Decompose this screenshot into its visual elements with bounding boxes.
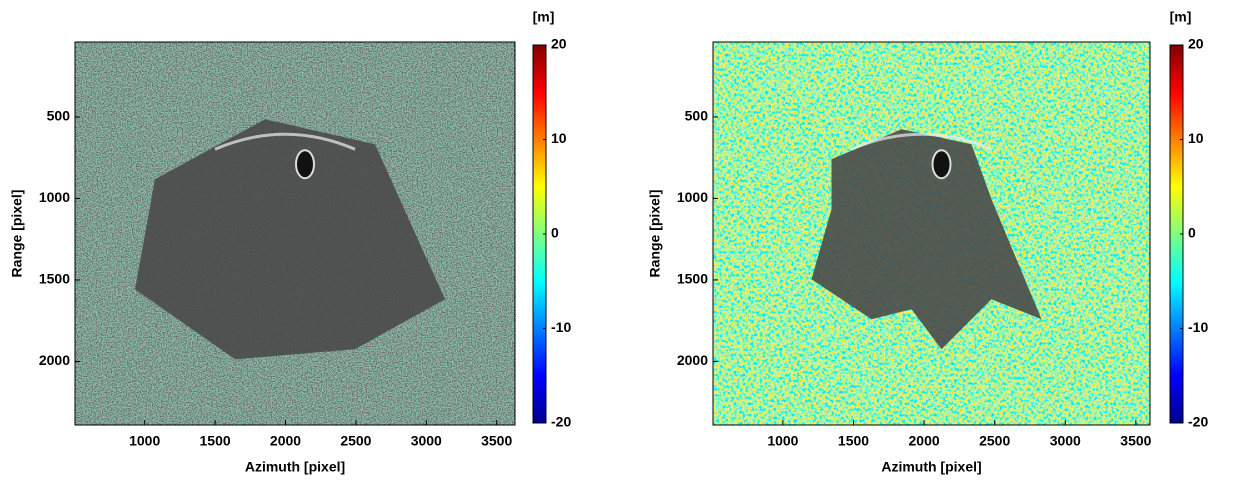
x-tick-label: 1000 [767,433,798,449]
y-tick-label: 1500 [677,271,708,287]
volcano [811,129,1042,350]
ridge [214,132,356,151]
x-tick-label: 2000 [270,433,301,449]
image-panel [713,42,1150,425]
x-tick-label: 1500 [200,433,231,449]
x-tick-label: 2500 [979,433,1010,449]
colorbar-tick-label: 10 [1188,130,1204,146]
crater [931,149,952,180]
y-tick-label: 500 [685,108,709,124]
x-tick-label: 3500 [481,433,512,449]
crater [295,149,315,180]
x-tick-label: 2500 [340,433,371,449]
colorbar-label: [m] [533,9,555,25]
y-tick-label: 500 [47,108,71,124]
x-tick-label: 1500 [838,433,869,449]
volcano [135,119,445,360]
x-tick-label: 3000 [411,433,442,449]
x-tick-label: 3500 [1120,433,1151,449]
y-tick-label: 1000 [677,189,708,205]
colorbar-label: [m] [1170,9,1192,25]
colorbar-tick-label: -10 [1188,319,1208,335]
y-tick-label: 1000 [39,189,70,205]
y-axis-label: Range [pixel] [647,190,663,278]
y-tick-label: 2000 [39,352,70,368]
colorbar-tick-label: 0 [1188,225,1196,241]
image-panel [75,42,515,425]
x-axis-label: Azimuth [pixel] [881,459,981,475]
colorbar-tick-label: -20 [551,414,571,430]
colorbar-tick-label: 0 [551,225,559,241]
x-tick-label: 2000 [909,433,940,449]
x-tick-label: 3000 [1050,433,1081,449]
x-tick-label: 1000 [129,433,160,449]
axes-frame [74,41,516,426]
colorbar-tick-label: -20 [1188,414,1208,430]
axes-frame [712,41,1151,426]
y-axis-label: Range [pixel] [9,190,25,278]
y-tick-label: 1500 [39,271,70,287]
colorbar-tick-label: -10 [551,319,571,335]
ridge [850,132,993,151]
colorbar-tick-label: 10 [551,130,567,146]
colorbar-tick-label: 20 [551,36,567,52]
y-tick-label: 2000 [677,352,708,368]
x-axis-label: Azimuth [pixel] [245,459,345,475]
colorbar-tick-label: 20 [1188,36,1204,52]
